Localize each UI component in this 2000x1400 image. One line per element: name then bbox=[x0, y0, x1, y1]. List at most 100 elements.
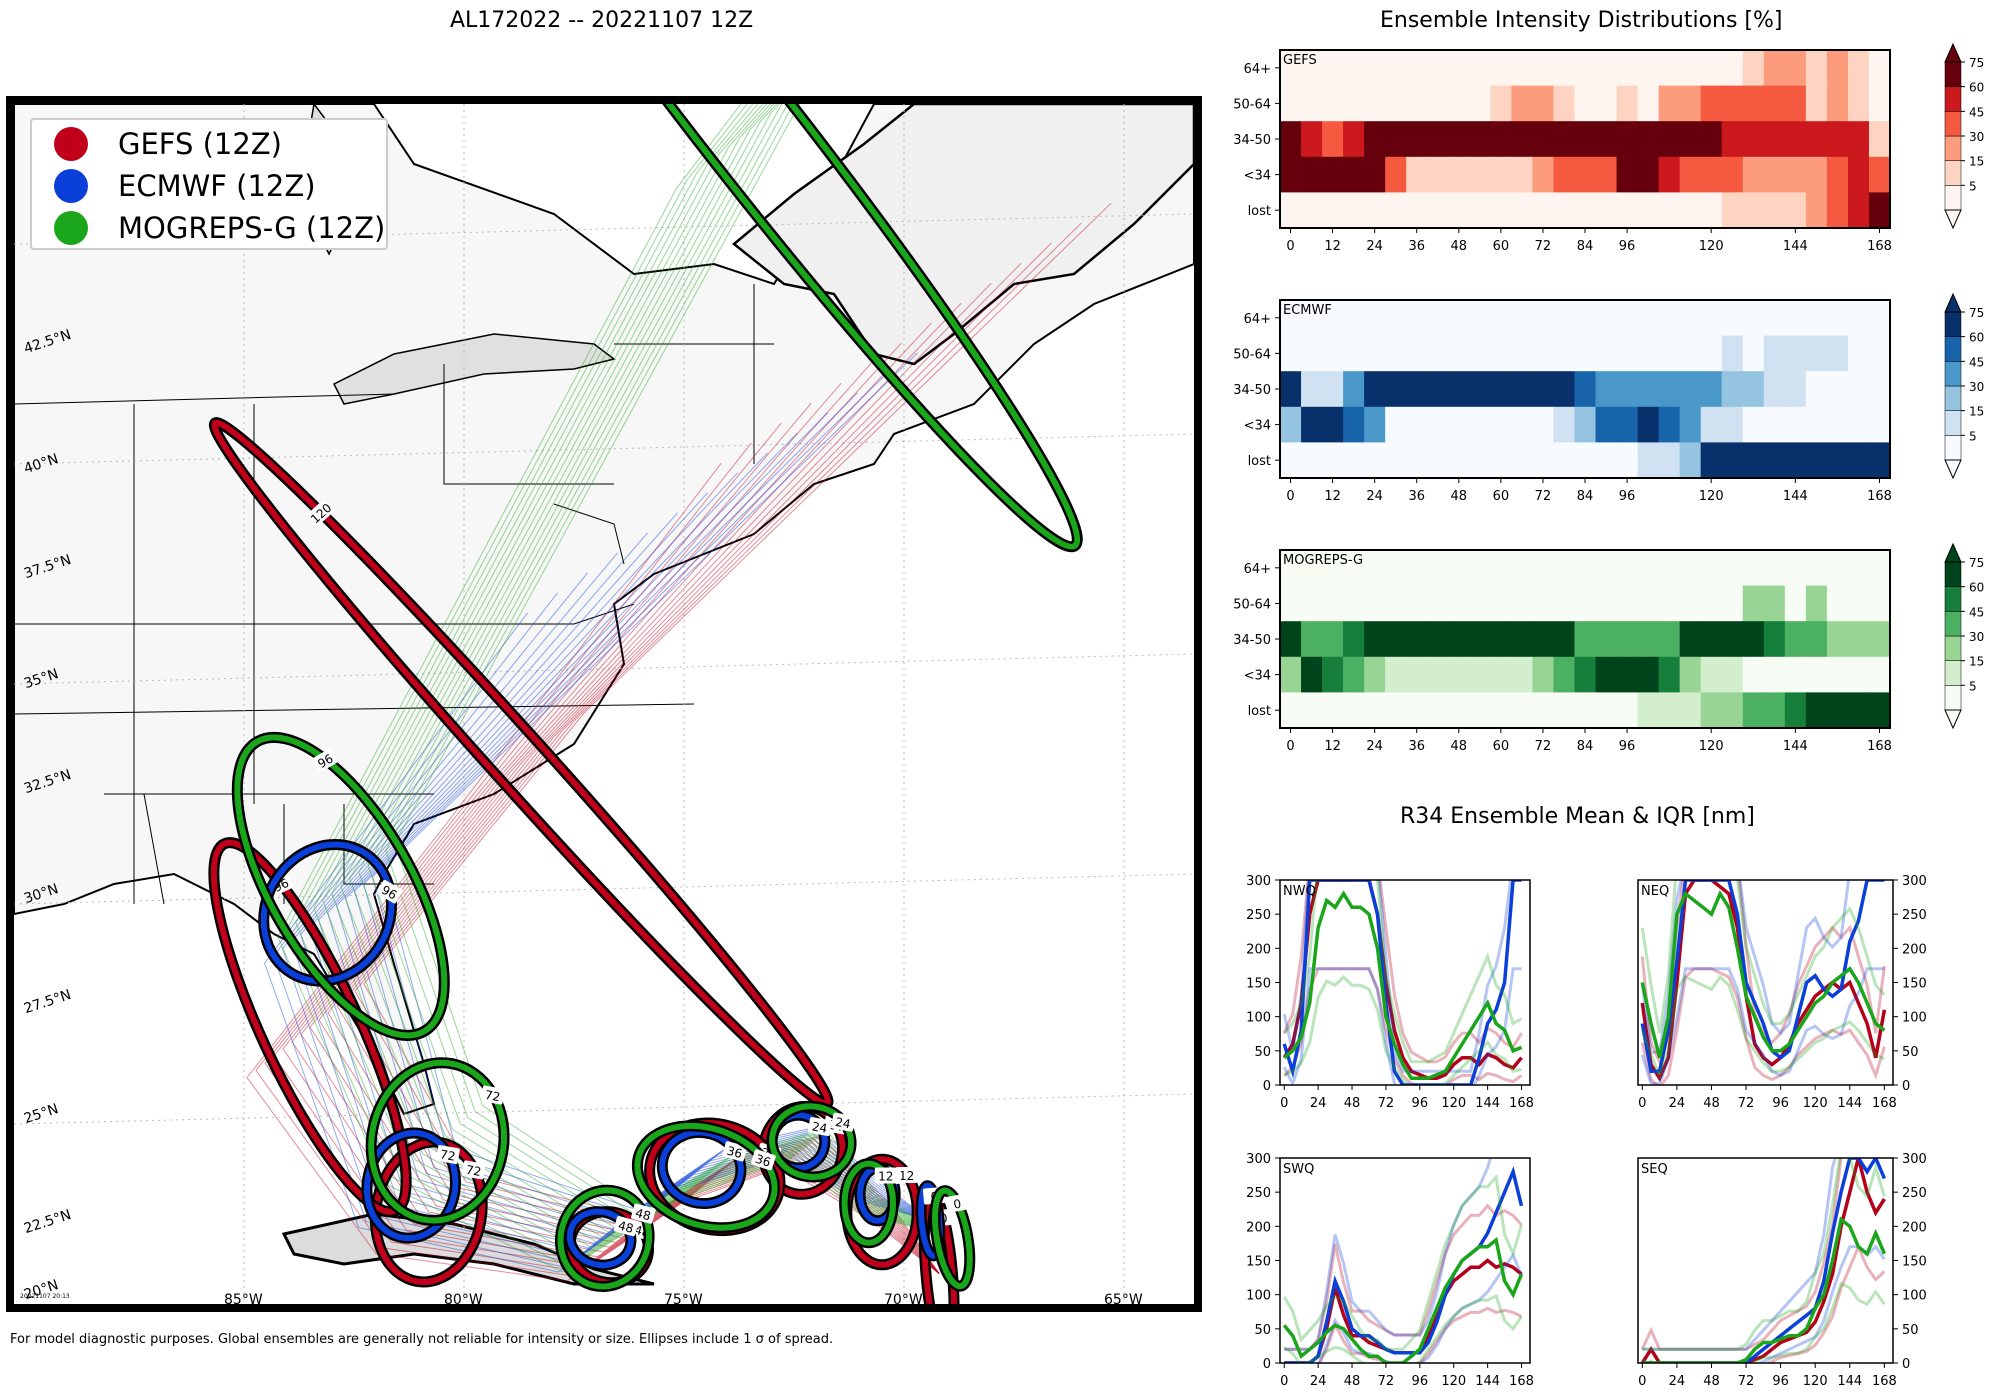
heatmap-cell bbox=[1658, 585, 1681, 622]
track-ellipse: 120 bbox=[208, 417, 834, 1110]
heatmap-cell bbox=[1574, 300, 1597, 337]
heatmap-cell bbox=[1406, 621, 1428, 658]
heatmap-cell bbox=[1469, 121, 1491, 158]
heatmap-row-label: 34-50 bbox=[1233, 383, 1271, 398]
heatmap-xtick-label: 24 bbox=[1366, 739, 1383, 754]
heatmap-cell bbox=[1826, 156, 1849, 193]
heatmap-cell bbox=[1364, 156, 1386, 193]
r34-quadrant-label: NEQ bbox=[1641, 884, 1669, 899]
heatmap-cell bbox=[1826, 442, 1849, 479]
heatmap-xtick-label: 12 bbox=[1324, 739, 1341, 754]
r34-xtick-label: 48 bbox=[1703, 1374, 1720, 1389]
heatmap-cell bbox=[1511, 371, 1533, 408]
heatmap-cell bbox=[1847, 85, 1870, 122]
legend-item-ecmwf: ECMWF (12Z) bbox=[54, 166, 316, 206]
r34-xtick-label: 0 bbox=[1638, 1374, 1646, 1389]
heatmap-cell bbox=[1301, 621, 1323, 658]
track-ellipse: 24 bbox=[766, 1100, 857, 1183]
heatmap-xtick-label: 72 bbox=[1535, 239, 1552, 254]
heatmap-cell bbox=[1280, 192, 1302, 229]
r34-frame bbox=[1279, 879, 1531, 1086]
heatmap-cell bbox=[1763, 335, 1786, 372]
heatmap-cell bbox=[1763, 656, 1786, 693]
heatmap-cell bbox=[1448, 121, 1470, 158]
ellipse-hour-label: 72 bbox=[484, 1088, 501, 1104]
heatmap-cell bbox=[1637, 192, 1660, 229]
heatmap-cell bbox=[1448, 335, 1470, 372]
heatmap-cell bbox=[1784, 406, 1807, 443]
heatmap-cell bbox=[1805, 550, 1828, 587]
heatmap-gefs: GEFS 64+ 50-64 34-50 <34 lost 0 12 24 36 48 60 72 84 9… bbox=[1233, 49, 1892, 254]
r34-iqr-line bbox=[1282, 880, 1513, 1073]
footnote: For model diagnostic purposes. Global en… bbox=[10, 1332, 834, 1347]
ellipse-hour-label: 36 bbox=[754, 1152, 773, 1170]
heatmap-cell bbox=[1784, 192, 1807, 229]
colorbar-tick-label: 5 bbox=[1969, 679, 1977, 693]
heatmap-cell bbox=[1511, 300, 1533, 337]
heatmap-cell bbox=[1553, 371, 1575, 408]
r34-iqr-line bbox=[1642, 1158, 1837, 1351]
heatmap-cell bbox=[1385, 656, 1407, 693]
r34-iqr-line bbox=[1640, 880, 1886, 1034]
heatmap-row-label: 50-64 bbox=[1233, 347, 1271, 362]
heatmap-cell bbox=[1679, 406, 1702, 443]
heatmap-row-label: 64+ bbox=[1244, 62, 1271, 77]
r34-xtick-label: 24 bbox=[1669, 1374, 1686, 1389]
heatmap-cell bbox=[1364, 692, 1386, 729]
heatmap-cell bbox=[1784, 585, 1807, 622]
heatmap-cell bbox=[1637, 621, 1660, 658]
heatmap-cell bbox=[1805, 300, 1828, 337]
heatmap-cell bbox=[1637, 121, 1660, 158]
heatmap-cell bbox=[1637, 85, 1660, 122]
colorbar-tick-label: 30 bbox=[1969, 130, 1984, 144]
heatmap-cell bbox=[1532, 371, 1554, 408]
heatmap-cell bbox=[1826, 50, 1849, 87]
heatmap-cell bbox=[1595, 406, 1618, 443]
colorbar-tick-label: 5 bbox=[1969, 429, 1977, 443]
heatmap-cell bbox=[1364, 656, 1386, 693]
heatmap-cell bbox=[1679, 692, 1702, 729]
heatmap-xtick-label: 60 bbox=[1493, 489, 1510, 504]
colorbar-tick-label: 75 bbox=[1969, 56, 1984, 70]
r34-iqr-line bbox=[1283, 967, 1523, 1085]
heatmap-cell bbox=[1826, 692, 1849, 729]
heatmap-cell bbox=[1637, 442, 1660, 479]
heatmap-cell bbox=[1301, 371, 1323, 408]
heatmap-cell bbox=[1742, 550, 1765, 587]
heatmap-cell bbox=[1574, 192, 1597, 229]
heatmap-xtick-label: 0 bbox=[1286, 489, 1294, 504]
heatmap-cell bbox=[1301, 300, 1323, 337]
heatmap-cell bbox=[1574, 50, 1597, 87]
heatmap-cell bbox=[1553, 300, 1575, 337]
heatmap-cell bbox=[1826, 121, 1849, 158]
heatmap-cell bbox=[1280, 550, 1302, 587]
heatmap-cell bbox=[1847, 300, 1870, 337]
heatmap-cell bbox=[1280, 621, 1302, 658]
heatmap-cell bbox=[1343, 156, 1365, 193]
heatmap-cell bbox=[1847, 156, 1870, 193]
heatmap-row-label: 34-50 bbox=[1233, 133, 1271, 148]
heatmap-cell bbox=[1868, 442, 1891, 479]
r34-xtick-label: 72 bbox=[1378, 1096, 1395, 1111]
heatmap-cell bbox=[1868, 156, 1891, 193]
heatmap-cell bbox=[1406, 550, 1428, 587]
heatmap-cell bbox=[1343, 585, 1365, 622]
r34-panel-nwq: NWQ 0 50 100 150 200 250 300 0 24 48 72 96 120 144 168 bbox=[1246, 874, 1534, 1111]
r34-panel-swq: SWQ 0 50 100 150 200 250 300 0 24 48 72 96 120 144 168 bbox=[1246, 1152, 1534, 1389]
heatmap-cell bbox=[1595, 335, 1618, 372]
heatmap-cell bbox=[1406, 300, 1428, 337]
heatmap-cell bbox=[1511, 585, 1533, 622]
lon-label: 75°W bbox=[664, 1292, 703, 1308]
heatmap-cell bbox=[1427, 621, 1449, 658]
timestamp: 20221107 20:13 bbox=[20, 1293, 70, 1300]
heatmap-cell bbox=[1658, 156, 1681, 193]
heatmap-cell bbox=[1385, 156, 1407, 193]
ellipse-hour-label: 72 bbox=[465, 1163, 482, 1179]
heatmap-cell bbox=[1385, 335, 1407, 372]
colorbar-tick-label: 60 bbox=[1969, 81, 1984, 95]
colorbar-tick-label: 75 bbox=[1969, 306, 1984, 320]
r34-iqr-line bbox=[1282, 967, 1522, 1085]
r34-iqr-line bbox=[1317, 1251, 1523, 1363]
heatmap-cell bbox=[1826, 406, 1849, 443]
heatmap-cell bbox=[1763, 442, 1786, 479]
